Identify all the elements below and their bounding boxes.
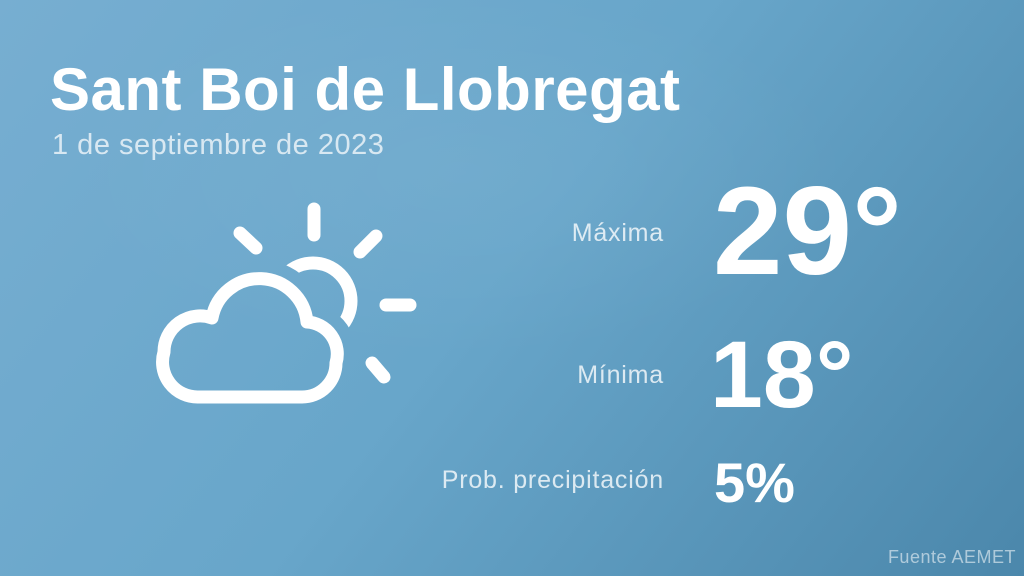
max-temp-value: 29° [713, 162, 903, 301]
sun-behind-cloud-icon [156, 202, 417, 404]
source-credit: Fuente AEMET [887, 547, 1016, 567]
max-temp-label: Máxima [571, 219, 664, 247]
sun-ray-top-right [353, 229, 383, 259]
sun-ray-bottom-right [365, 356, 391, 384]
sun-ray-top-left [233, 226, 263, 255]
min-temp-label: Mínima [577, 361, 664, 389]
sun-circle [268, 256, 358, 346]
page-title: Sant Boi de Llobregat [50, 56, 681, 123]
cloud-outline [156, 272, 344, 404]
date-subtitle: 1 de septiembre de 2023 [52, 129, 385, 161]
precipitation-label: Prob. precipitación [441, 466, 664, 494]
precipitation-value: 5% [714, 451, 795, 514]
min-temp-value: 18° [710, 322, 854, 428]
